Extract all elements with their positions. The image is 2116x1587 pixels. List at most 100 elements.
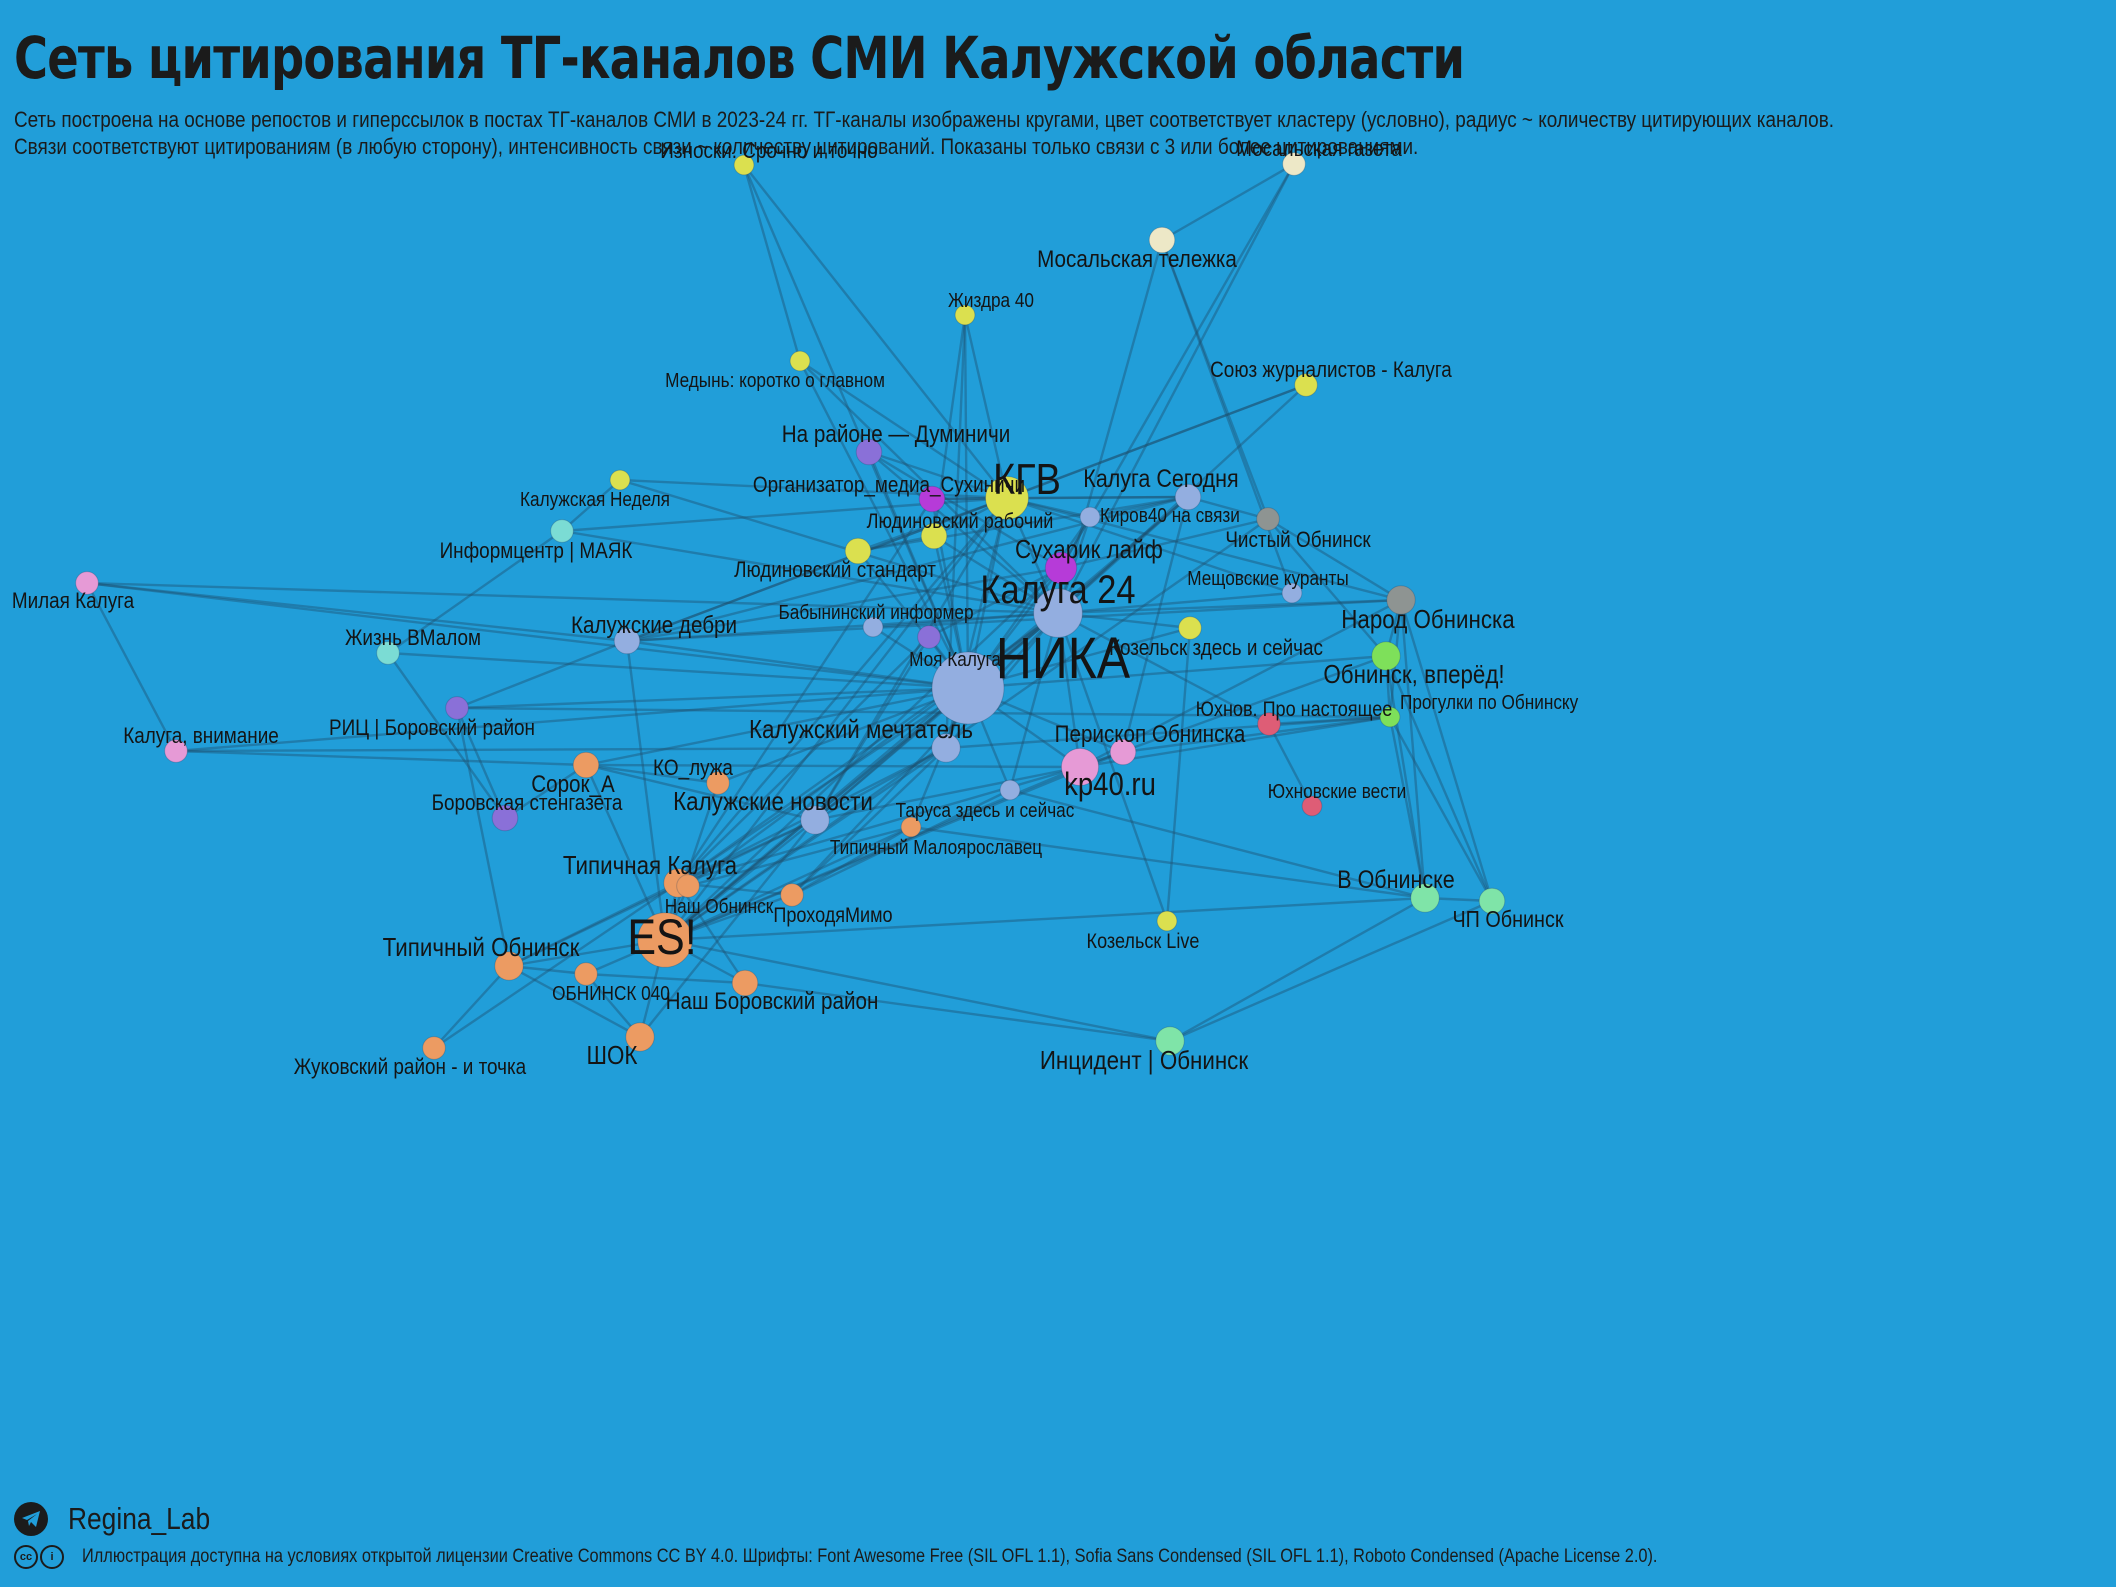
- edge-yukh_pro-progulki: [1268, 715, 1391, 726]
- node-moya_kal[interactable]: [917, 625, 941, 649]
- node-iznoski[interactable]: [733, 154, 755, 176]
- node-ric[interactable]: [445, 696, 469, 720]
- node-kal_mecht[interactable]: [931, 733, 961, 763]
- edge-yukh_pro-yukh_vesti: [1267, 723, 1314, 807]
- node-shok[interactable]: [625, 1022, 655, 1052]
- node-nika[interactable]: [931, 651, 1005, 725]
- edge-chist_obn-mos_tel: [1160, 239, 1270, 520]
- node-kozelsk_zs[interactable]: [1178, 616, 1202, 640]
- node-sukharik[interactable]: [1044, 551, 1078, 585]
- edge-progulki-kal_mecht: [945, 715, 1391, 750]
- edge-kgv-zhizdra: [963, 314, 1009, 499]
- edge-tip_kal-moya_kal: [677, 636, 930, 884]
- node-chp_obn[interactable]: [1478, 887, 1506, 915]
- node-nash_obn[interactable]: [676, 874, 700, 898]
- node-zhizdra[interactable]: [954, 304, 976, 326]
- node-sorok[interactable]: [572, 751, 600, 779]
- edge-kal_nov-moya_kal: [813, 636, 931, 821]
- edge-obn_vpered-v_obn: [1384, 655, 1427, 899]
- node-mos_gaz[interactable]: [1282, 152, 1306, 176]
- node-kal_seg[interactable]: [1174, 483, 1202, 511]
- edge-nika-sorok: [585, 686, 969, 767]
- edge-medyn-kgv: [799, 359, 1008, 500]
- edge-lud_std-kal_seg: [857, 495, 1189, 553]
- edge-nika-medyn: [798, 360, 970, 689]
- node-progulki[interactable]: [1379, 706, 1401, 728]
- node-tip_obn[interactable]: [494, 951, 524, 981]
- node-nash_bor[interactable]: [731, 969, 759, 997]
- node-kal_ned[interactable]: [609, 469, 631, 491]
- node-yukh_vesti[interactable]: [1301, 795, 1323, 817]
- telegram-icon[interactable]: [14, 1502, 48, 1536]
- node-ko_luzha[interactable]: [706, 771, 730, 795]
- node-kal_nov[interactable]: [800, 805, 830, 835]
- node-incident[interactable]: [1155, 1026, 1185, 1056]
- edge-obn_vpered-chp_obn: [1384, 655, 1494, 902]
- node-kaluga24[interactable]: [1033, 588, 1083, 638]
- node-label-kal_seg: Калуга Сегодня: [1083, 464, 1238, 492]
- edge-chist_obn-sukharik: [1060, 517, 1269, 570]
- node-zhizn[interactable]: [376, 641, 400, 665]
- node-label-sukharik: Сухарик лайф: [1015, 535, 1163, 564]
- node-label-kaluga24: Калуга 24: [980, 567, 1135, 612]
- node-label-tip_kal: Типичная Калуга: [563, 851, 738, 880]
- node-label-kal_ned: Калужская Неделя: [520, 488, 670, 511]
- node-lud_rab[interactable]: [920, 522, 948, 550]
- node-mos_tel[interactable]: [1148, 226, 1176, 254]
- node-dumin[interactable]: [855, 438, 883, 466]
- node-label-lud_std: Людиновский стандарт: [734, 558, 936, 583]
- node-label-progulki: Прогулки по Обнинску: [1400, 691, 1579, 714]
- node-kirov[interactable]: [1079, 506, 1101, 528]
- edge-infocenter-kal_ned: [561, 479, 621, 532]
- nodes-layer: [75, 152, 1506, 1060]
- edge-shok-kal_nov: [639, 819, 816, 1038]
- node-tip_malo[interactable]: [900, 816, 922, 838]
- edge-souz-kgv: [1006, 383, 1307, 500]
- node-tarusa[interactable]: [999, 779, 1021, 801]
- node-v_obn[interactable]: [1410, 883, 1440, 913]
- edge-bor_sten-zhizn: [387, 652, 506, 819]
- author-name[interactable]: Regina_Lab: [68, 1501, 211, 1536]
- edge-tip_malo-prokh: [791, 825, 912, 897]
- node-kal_vnim[interactable]: [164, 739, 188, 763]
- node-kal_debri[interactable]: [613, 627, 641, 655]
- node-babyn[interactable]: [862, 616, 884, 638]
- node-meshch[interactable]: [1281, 582, 1303, 604]
- node-label-ric: РИЦ | Боровский район: [329, 716, 535, 741]
- node-label-babyn: Бабынинский информер: [778, 601, 973, 624]
- node-label-periskop: Перископ Обнинска: [1055, 721, 1246, 748]
- node-obn040[interactable]: [574, 962, 598, 986]
- edge-kaluga24-dumin: [868, 451, 1059, 614]
- node-medyn[interactable]: [789, 350, 811, 372]
- node-obn_vpered[interactable]: [1371, 641, 1401, 671]
- node-label-nash_obn: Наш Обнинск: [665, 895, 774, 918]
- edge-kgv-dumin: [868, 450, 1008, 500]
- edge-kirov-kal_seg: [1089, 495, 1189, 519]
- node-kozelsk_live[interactable]: [1156, 910, 1178, 932]
- node-chist_obn[interactable]: [1256, 507, 1280, 531]
- edge-mos_tel-kaluga24: [1056, 239, 1164, 614]
- author-credit: Regina_Lab: [14, 1501, 235, 1537]
- node-periskop[interactable]: [1109, 738, 1137, 766]
- node-yukh_pro[interactable]: [1257, 712, 1281, 736]
- node-mil_kal[interactable]: [75, 571, 99, 595]
- node-zhuk[interactable]: [422, 1036, 446, 1060]
- edge-kal_ned-kaluga24: [619, 478, 1059, 615]
- node-kgv[interactable]: [985, 476, 1029, 520]
- node-es[interactable]: [637, 912, 693, 968]
- node-kp40[interactable]: [1060, 747, 1100, 787]
- node-bor_sten[interactable]: [491, 804, 519, 832]
- node-sukhin[interactable]: [918, 485, 946, 513]
- edge-narod_obn-chp_obn: [1399, 599, 1494, 902]
- edge-mil_kal-kaluga24: [86, 581, 1059, 615]
- edge-zhuk-tip_kal: [433, 882, 679, 1049]
- node-lud_std[interactable]: [844, 537, 872, 565]
- node-prokh[interactable]: [780, 883, 804, 907]
- node-narod_obn[interactable]: [1386, 585, 1416, 615]
- edge-nika-tip_kal: [677, 687, 969, 884]
- subtitle-line-1: Сеть построена на основе репостов и гипе…: [14, 107, 1835, 132]
- node-souz[interactable]: [1294, 373, 1318, 397]
- edge-narod_obn-v_obn: [1399, 599, 1427, 899]
- node-infocenter[interactable]: [550, 519, 574, 543]
